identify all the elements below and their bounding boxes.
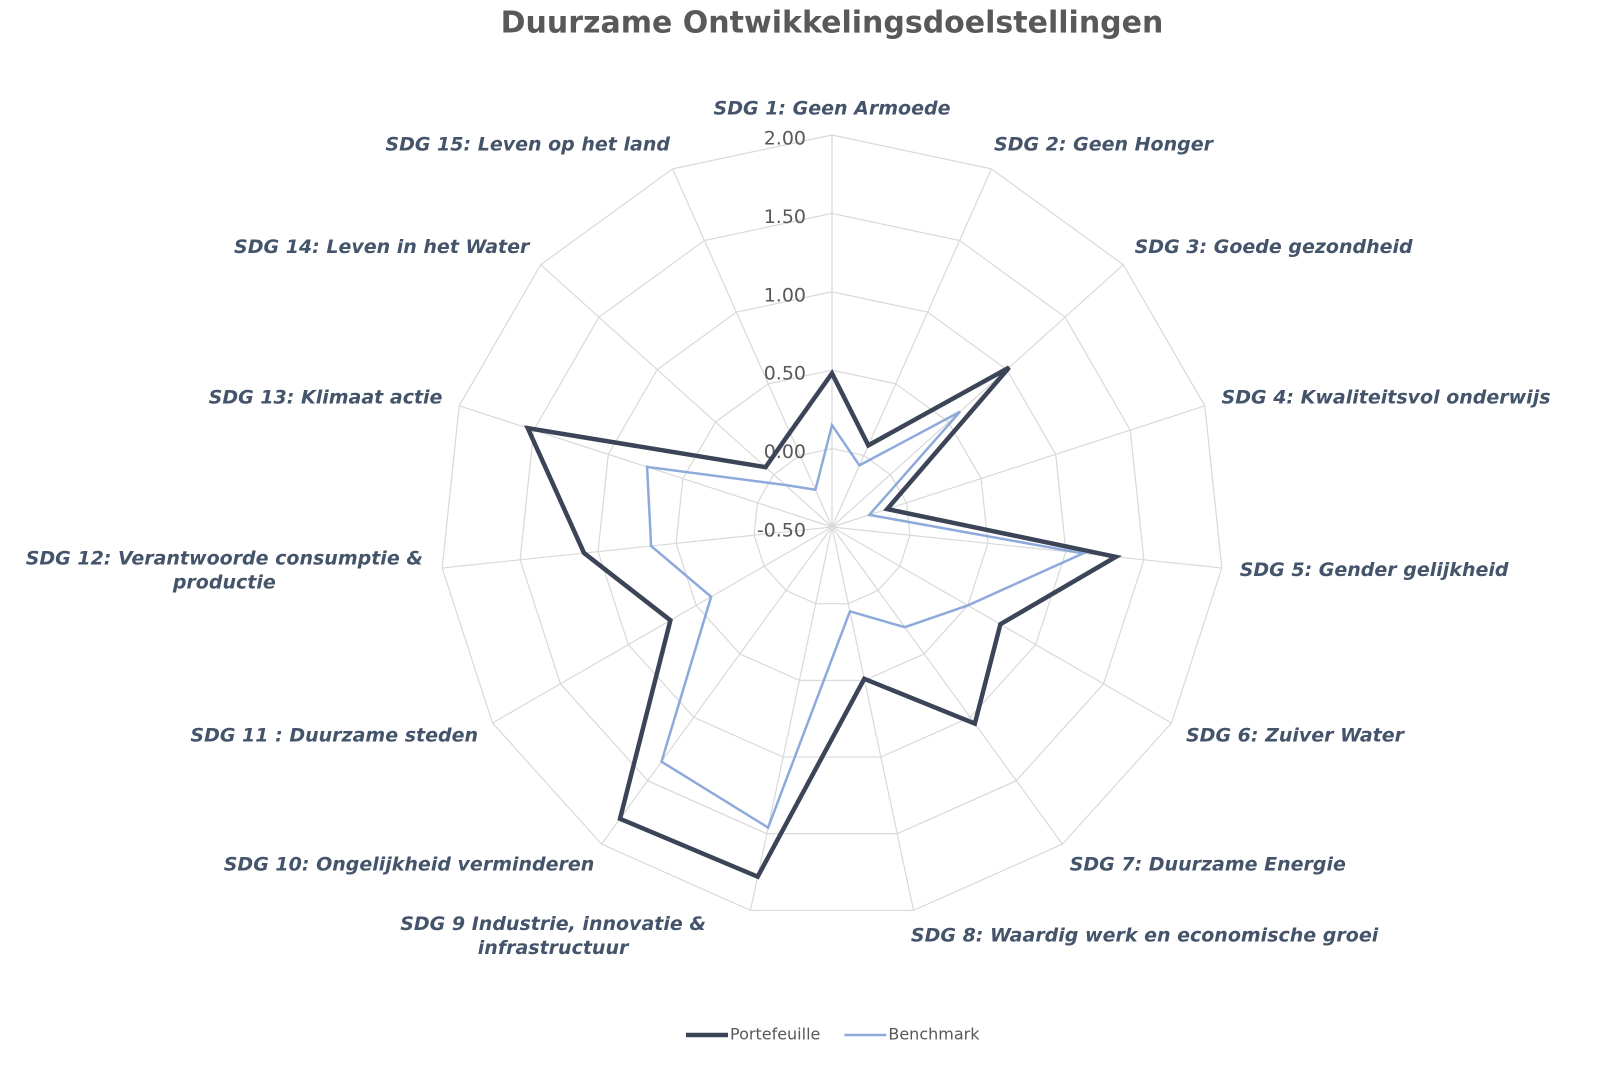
- spoke: [831, 405, 1205, 528]
- chart-title: Duurzame Ontwikkelingsdoelstellingen: [501, 6, 1164, 41]
- spoke: [831, 168, 992, 528]
- spoke: [831, 526, 1222, 569]
- category-label: SDG 13: Klimaat actie: [209, 386, 443, 408]
- category-label: SDG 10: Ongelijkheid verminderen: [224, 854, 595, 876]
- category-label: SDG 7: Duurzame Energie: [1070, 854, 1346, 876]
- series-line: [645, 410, 1088, 830]
- legend-label: Portefeuille: [730, 1025, 820, 1044]
- grid-ring: [597, 291, 1067, 758]
- category-label: SDG 3: Goede gezondheid: [1135, 236, 1413, 258]
- y-tick-label: -0.50: [757, 520, 806, 542]
- series-line: [524, 365, 1122, 880]
- spoke: [540, 264, 833, 528]
- category-label: SDG 14: Leven in het Water: [234, 236, 531, 258]
- grid-ring: [441, 134, 1223, 912]
- legend-label: Benchmark: [888, 1025, 980, 1044]
- grid-ring: [675, 369, 989, 681]
- category-label: SDG 1: Geen Armoede: [714, 98, 951, 120]
- spoke: [492, 526, 833, 724]
- category-label: SDG 11 : Duurzame steden: [190, 725, 478, 747]
- category-label: SDG 12: Verantwoorde consumptie & product…: [26, 547, 423, 593]
- category-label: SDG 9 Industrie, innovatie & infrastructu…: [400, 912, 706, 958]
- y-tick-label: 0.50: [764, 363, 806, 385]
- spoke: [459, 405, 833, 528]
- category-label: SDG 6: Zuiver Water: [1186, 725, 1406, 747]
- grid-ring: [753, 447, 911, 605]
- spoke: [831, 526, 1063, 845]
- category-label: SDG 15: Leven op het land: [385, 134, 670, 156]
- spoke: [601, 526, 833, 845]
- category-label: SDG 4: Kwaliteitsvol onderwijs: [1222, 386, 1551, 408]
- category-label: SDG 8: Waardig werk en economische groei: [911, 924, 1379, 946]
- spoke: [831, 264, 1124, 528]
- category-label: SDG 5: Gender gelijkheid: [1240, 559, 1509, 581]
- y-tick-label: 2.00: [764, 128, 806, 150]
- y-tick-label: 1.00: [764, 284, 806, 306]
- spoke: [442, 526, 833, 569]
- y-tick-label: 1.50: [764, 206, 806, 228]
- category-label: SDG 2: Geen Honger: [994, 134, 1215, 156]
- spoke: [749, 526, 833, 911]
- spoke: [831, 526, 915, 911]
- spoke: [672, 168, 833, 528]
- grid-ring: [519, 212, 1145, 835]
